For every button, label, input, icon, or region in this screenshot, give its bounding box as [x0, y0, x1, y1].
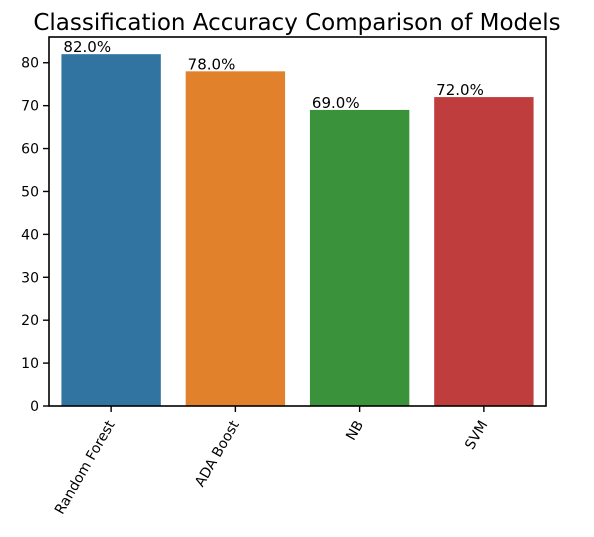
y-tick-label: 80	[21, 56, 39, 72]
x-tick-label: NB	[343, 418, 367, 443]
y-axis: 0 10 20 30 40 50 60 70 80	[21, 56, 49, 415]
bar-ada-boost	[185, 71, 286, 406]
data-label: 69.0%	[312, 94, 360, 112]
data-labels-layer: 82.0% 78.0% 69.0% 72.0%	[63, 38, 483, 112]
y-tick-label: 60	[21, 142, 39, 158]
chart-title: Classification Accuracy Comparison of Mo…	[33, 10, 560, 36]
y-tick-label: 0	[30, 399, 39, 415]
data-label: 78.0%	[188, 55, 236, 73]
y-tick-label: 50	[21, 184, 39, 200]
data-label: 82.0%	[63, 38, 111, 56]
plot-frame	[48, 36, 547, 407]
y-tick-label: 40	[21, 227, 39, 243]
x-tick-label: SVM	[462, 418, 491, 452]
y-tick-label: 20	[21, 313, 39, 329]
x-axis: Random Forest ADA Boost NB SVM	[52, 406, 491, 517]
y-tick-label: 30	[21, 270, 39, 286]
y-tick-label: 10	[21, 356, 39, 372]
bars-layer	[61, 54, 534, 407]
bar-random-forest	[61, 54, 161, 407]
bar-nb	[309, 109, 410, 406]
y-tick-label: 70	[21, 99, 39, 115]
bar-svm	[434, 97, 534, 407]
data-label: 72.0%	[436, 81, 484, 99]
x-tick-label: Random Forest	[52, 418, 119, 518]
x-tick-label: ADA Boost	[192, 418, 243, 490]
